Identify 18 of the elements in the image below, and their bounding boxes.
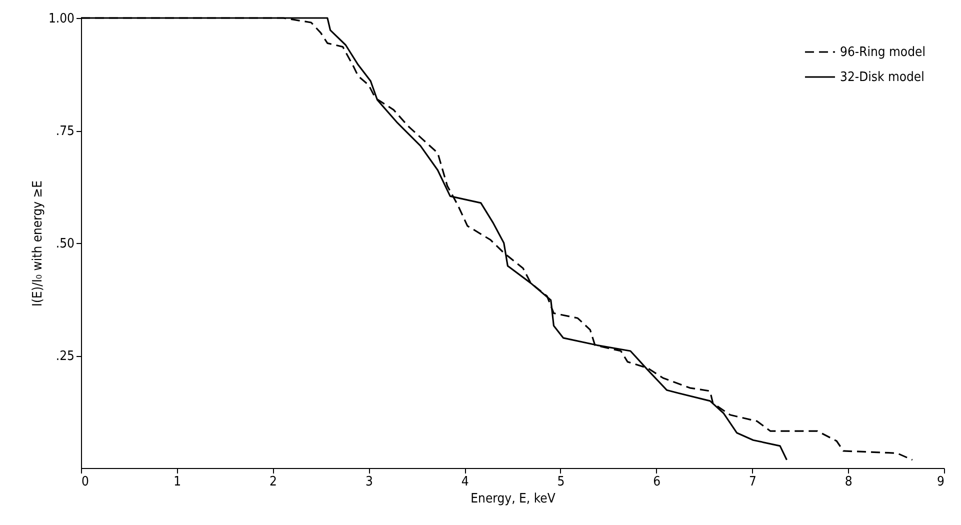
y-tick-label: .50 xyxy=(56,236,74,252)
y-tick-label: 1.00 xyxy=(48,12,74,26)
x-tick-label: 2 xyxy=(270,474,278,490)
x-tick-label: 5 xyxy=(557,474,565,490)
x-tick-label: 3 xyxy=(365,474,373,490)
x-tick-label: 6 xyxy=(653,474,661,490)
x-axis-title: Energy, E, keV xyxy=(470,492,556,506)
y-tick-label: .25 xyxy=(56,349,74,364)
x-tick-label: 7 xyxy=(748,474,756,490)
x-tick-label: 0 xyxy=(82,474,89,490)
legend-label: 32-Disk model xyxy=(840,70,924,85)
y-axis-title: I(E)/I₀ with energy ≥E xyxy=(30,180,46,306)
x-tick-label: 9 xyxy=(937,474,944,490)
y-tick-label: .75 xyxy=(56,124,74,139)
x-tick-label: 8 xyxy=(844,474,852,490)
x-tick-label: 4 xyxy=(461,474,469,490)
legend-label: 96-Ring model xyxy=(840,45,926,60)
x-tick-label: 1 xyxy=(174,474,182,490)
